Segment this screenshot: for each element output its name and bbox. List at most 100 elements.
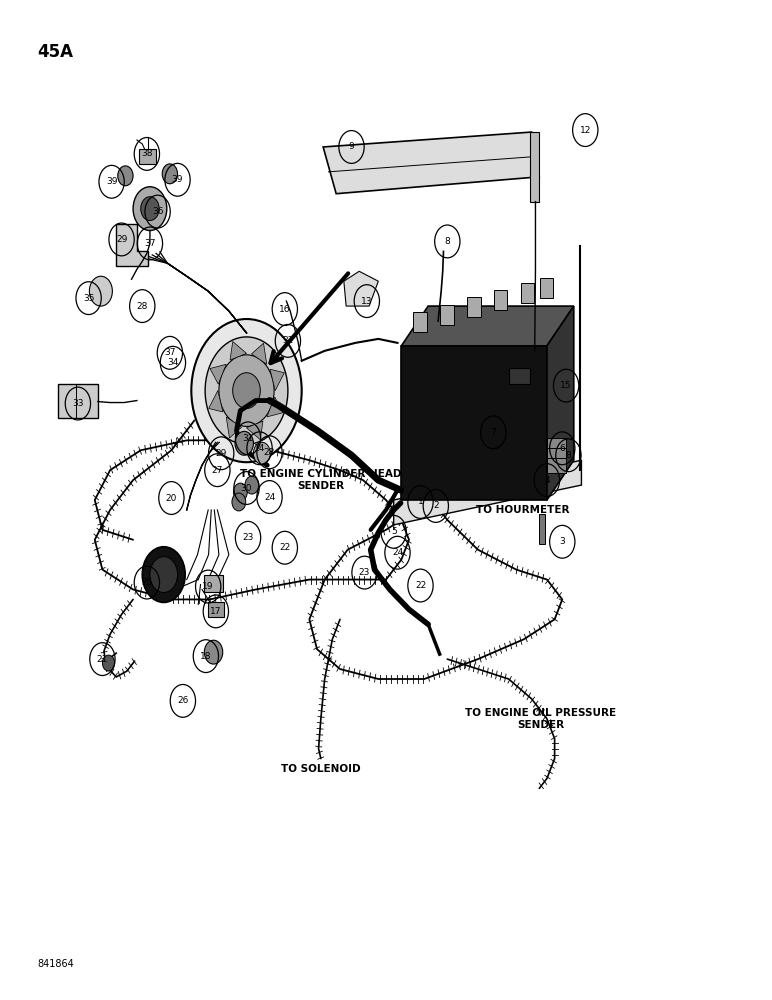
- Polygon shape: [401, 346, 547, 500]
- Text: 23: 23: [242, 533, 254, 542]
- Circle shape: [245, 476, 259, 494]
- Circle shape: [235, 431, 253, 455]
- Text: 19: 19: [202, 582, 214, 591]
- Bar: [208, 602, 224, 617]
- Circle shape: [118, 166, 133, 186]
- Text: TO ENGINE OIL PRESSURE
SENDER: TO ENGINE OIL PRESSURE SENDER: [466, 708, 616, 730]
- Text: 29: 29: [215, 449, 227, 458]
- Polygon shape: [226, 417, 242, 438]
- Text: 23: 23: [359, 568, 371, 577]
- Circle shape: [103, 655, 115, 671]
- Text: 33: 33: [72, 399, 83, 408]
- Polygon shape: [547, 306, 574, 500]
- Text: 20: 20: [166, 494, 177, 503]
- Text: 29: 29: [116, 235, 127, 244]
- Circle shape: [141, 197, 159, 221]
- Polygon shape: [509, 368, 530, 384]
- Polygon shape: [117, 224, 148, 266]
- Text: 37: 37: [164, 348, 175, 357]
- Text: TO SOLENOID: TO SOLENOID: [281, 764, 361, 774]
- Text: 13: 13: [361, 297, 373, 306]
- Text: 31: 31: [242, 434, 254, 443]
- Circle shape: [133, 187, 167, 231]
- Polygon shape: [210, 364, 226, 384]
- Circle shape: [205, 337, 288, 444]
- Text: 34: 34: [168, 358, 178, 367]
- Text: 8: 8: [445, 237, 450, 246]
- Polygon shape: [413, 312, 427, 332]
- Text: 45A: 45A: [37, 43, 73, 61]
- Text: 36: 36: [152, 207, 164, 216]
- Polygon shape: [323, 132, 540, 194]
- Polygon shape: [401, 306, 574, 346]
- Polygon shape: [440, 305, 454, 325]
- Polygon shape: [530, 132, 540, 202]
- Text: 17: 17: [210, 607, 222, 616]
- Text: TO ENGINE CYLINDER HEAD
SENDER: TO ENGINE CYLINDER HEAD SENDER: [240, 469, 401, 491]
- Text: TO HOURMETER: TO HOURMETER: [476, 505, 569, 515]
- Text: 24: 24: [264, 493, 275, 502]
- Text: 15: 15: [560, 381, 572, 390]
- Bar: [547, 438, 566, 453]
- Text: 37: 37: [144, 239, 156, 248]
- Polygon shape: [493, 290, 507, 310]
- Text: 25: 25: [141, 578, 153, 587]
- Text: 9: 9: [349, 142, 354, 151]
- Polygon shape: [344, 271, 378, 306]
- Polygon shape: [208, 391, 223, 412]
- Text: 39: 39: [106, 177, 117, 186]
- Polygon shape: [267, 397, 283, 417]
- Circle shape: [150, 557, 178, 592]
- Bar: [540, 514, 546, 544]
- Text: 39: 39: [172, 175, 183, 184]
- Text: 12: 12: [580, 126, 591, 135]
- Text: 18: 18: [200, 652, 212, 661]
- Bar: [547, 448, 566, 463]
- Text: 24: 24: [392, 548, 403, 557]
- Bar: [58, 384, 98, 418]
- Circle shape: [162, 164, 178, 184]
- Circle shape: [142, 547, 185, 602]
- Text: 28: 28: [264, 448, 275, 457]
- Text: 841864: 841864: [37, 959, 74, 969]
- Bar: [547, 458, 566, 473]
- Text: 22: 22: [279, 543, 290, 552]
- Text: 7: 7: [490, 428, 496, 437]
- Polygon shape: [467, 297, 481, 317]
- Text: 1: 1: [418, 497, 423, 506]
- Text: 27: 27: [212, 466, 223, 475]
- Circle shape: [232, 373, 260, 409]
- Text: 32: 32: [283, 336, 293, 345]
- Polygon shape: [246, 421, 263, 440]
- Bar: [139, 149, 156, 164]
- Text: 22: 22: [415, 581, 426, 590]
- Text: 8: 8: [566, 451, 571, 460]
- Text: 2: 2: [433, 501, 438, 510]
- Text: 28: 28: [137, 302, 148, 311]
- Circle shape: [191, 319, 302, 462]
- Text: 14: 14: [254, 444, 266, 453]
- Polygon shape: [520, 283, 534, 303]
- Polygon shape: [252, 343, 267, 364]
- Circle shape: [205, 640, 223, 664]
- Polygon shape: [540, 278, 554, 298]
- Circle shape: [219, 355, 274, 426]
- Text: 38: 38: [141, 149, 153, 158]
- Text: 26: 26: [178, 696, 188, 705]
- Text: 16: 16: [279, 305, 290, 314]
- Bar: [204, 575, 223, 592]
- Text: 35: 35: [83, 294, 94, 303]
- Text: 21: 21: [96, 655, 108, 664]
- Text: 4: 4: [544, 476, 550, 485]
- Circle shape: [233, 483, 247, 501]
- Text: 6: 6: [560, 444, 565, 453]
- Polygon shape: [394, 460, 581, 525]
- Polygon shape: [230, 341, 246, 360]
- Text: 5: 5: [391, 527, 397, 536]
- Text: 3: 3: [560, 537, 565, 546]
- Circle shape: [90, 276, 113, 306]
- Polygon shape: [270, 369, 284, 391]
- Circle shape: [253, 442, 270, 464]
- Text: 30: 30: [241, 484, 252, 493]
- Circle shape: [232, 493, 245, 511]
